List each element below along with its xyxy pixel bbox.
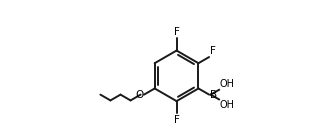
- Text: F: F: [210, 46, 216, 56]
- Text: OH: OH: [220, 79, 235, 89]
- Text: F: F: [174, 27, 179, 37]
- Text: B: B: [210, 90, 217, 100]
- Text: OH: OH: [220, 100, 235, 110]
- Text: O: O: [135, 90, 143, 100]
- Text: F: F: [174, 115, 179, 125]
